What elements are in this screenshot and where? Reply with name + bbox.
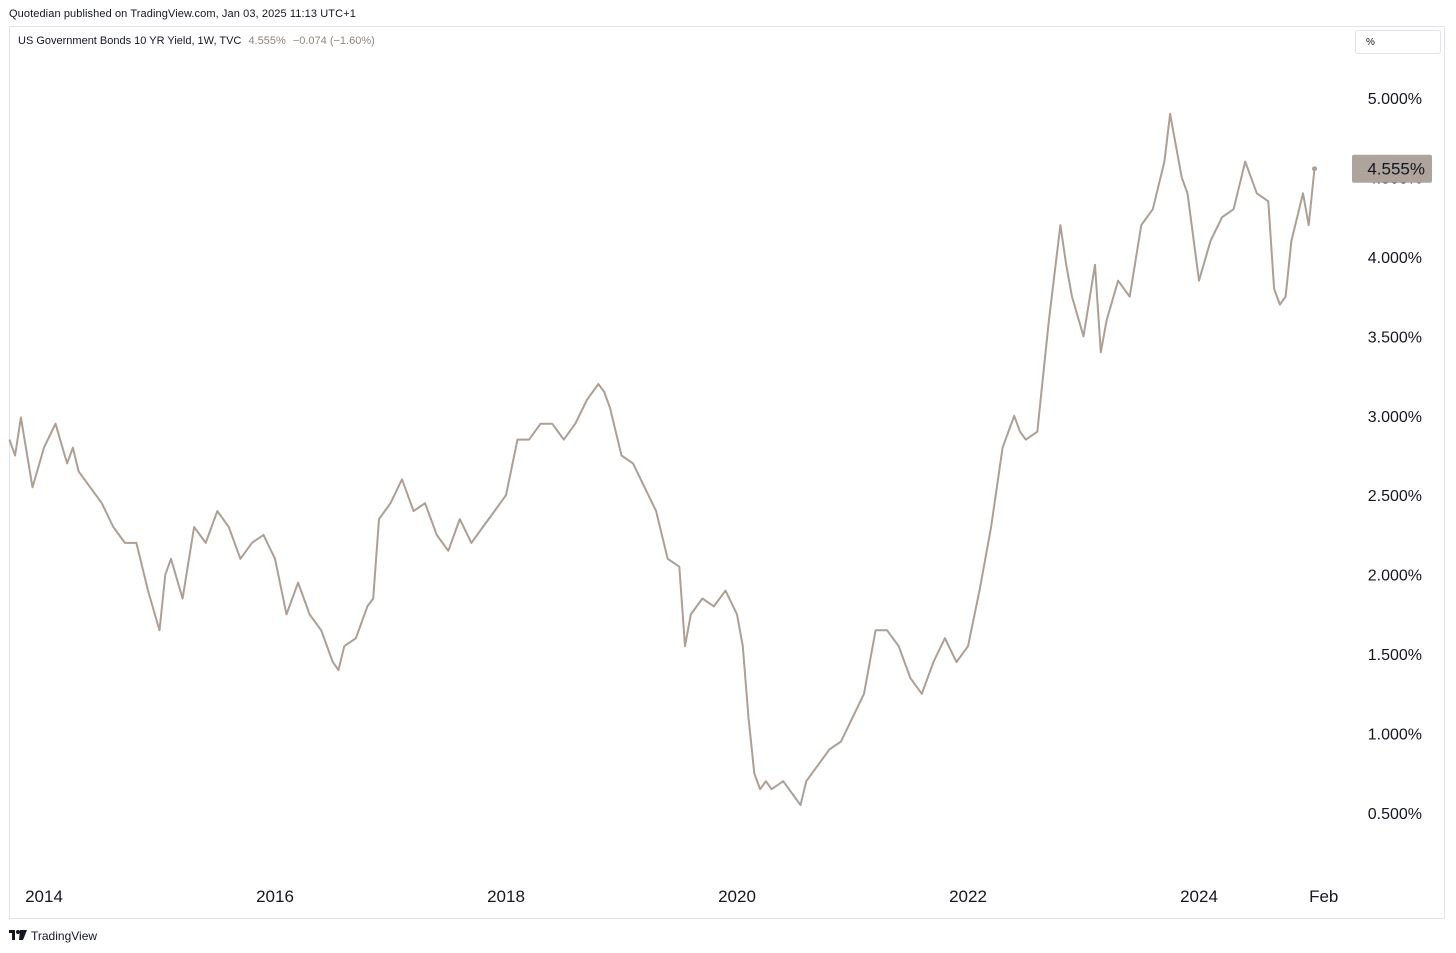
last-point-marker (1312, 166, 1317, 172)
unit-selector[interactable]: % (1355, 30, 1441, 54)
publish-info: Quotedian published on TradingView.com, … (9, 8, 356, 20)
y-tick-label: 3.000% (1368, 409, 1422, 426)
y-tick-label: 1.000% (1368, 727, 1422, 744)
y-tick-label: 4.000% (1368, 250, 1422, 267)
x-tick-label: 2016 (256, 887, 294, 906)
last-price-label: 4.555% (1352, 154, 1432, 183)
y-tick-label: 2.500% (1368, 488, 1422, 505)
last-price-label-text: 4.555% (1367, 160, 1425, 179)
y-tick-label: 3.500% (1368, 329, 1422, 346)
footer-brand-text: TradingView (31, 929, 98, 943)
y-tick-label: 1.500% (1368, 647, 1422, 664)
y-axis[interactable]: 0.500% 1.000% 1.500% 2.000% 2.500% 3.000% 3.50… (1368, 91, 1422, 823)
legend-last-value: 4.555% (248, 35, 286, 47)
footer-brand[interactable]: TradingView (9, 929, 97, 943)
x-tick-label: 2024 (1180, 887, 1218, 906)
tradingview-logo-icon (9, 929, 27, 943)
x-axis[interactable]: 2014 2016 2018 2020 2022 2024 Feb (25, 887, 1338, 906)
x-tick-label: 2018 (487, 887, 525, 906)
legend-change: −0.074 (−1.60%) (292, 35, 375, 47)
series-line (8, 112, 1316, 807)
legend: US Government Bonds 10 YR Yield, 1W, TVC… (18, 35, 375, 47)
x-tick-label: Feb (1309, 887, 1338, 906)
x-tick-label: 2020 (718, 887, 756, 906)
y-tick-label: 5.000% (1368, 91, 1422, 108)
y-tick-label: 0.500% (1368, 806, 1422, 823)
y-tick-label: 2.000% (1368, 568, 1422, 585)
last-price-label-bg (1352, 154, 1432, 183)
series-layer (8, 112, 1317, 807)
x-tick-label: 2014 (25, 887, 63, 906)
legend-symbol: US Government Bonds 10 YR Yield, 1W, TVC (18, 35, 242, 47)
chart-frame[interactable] (9, 26, 1445, 919)
x-tick-label: 2022 (949, 887, 987, 906)
